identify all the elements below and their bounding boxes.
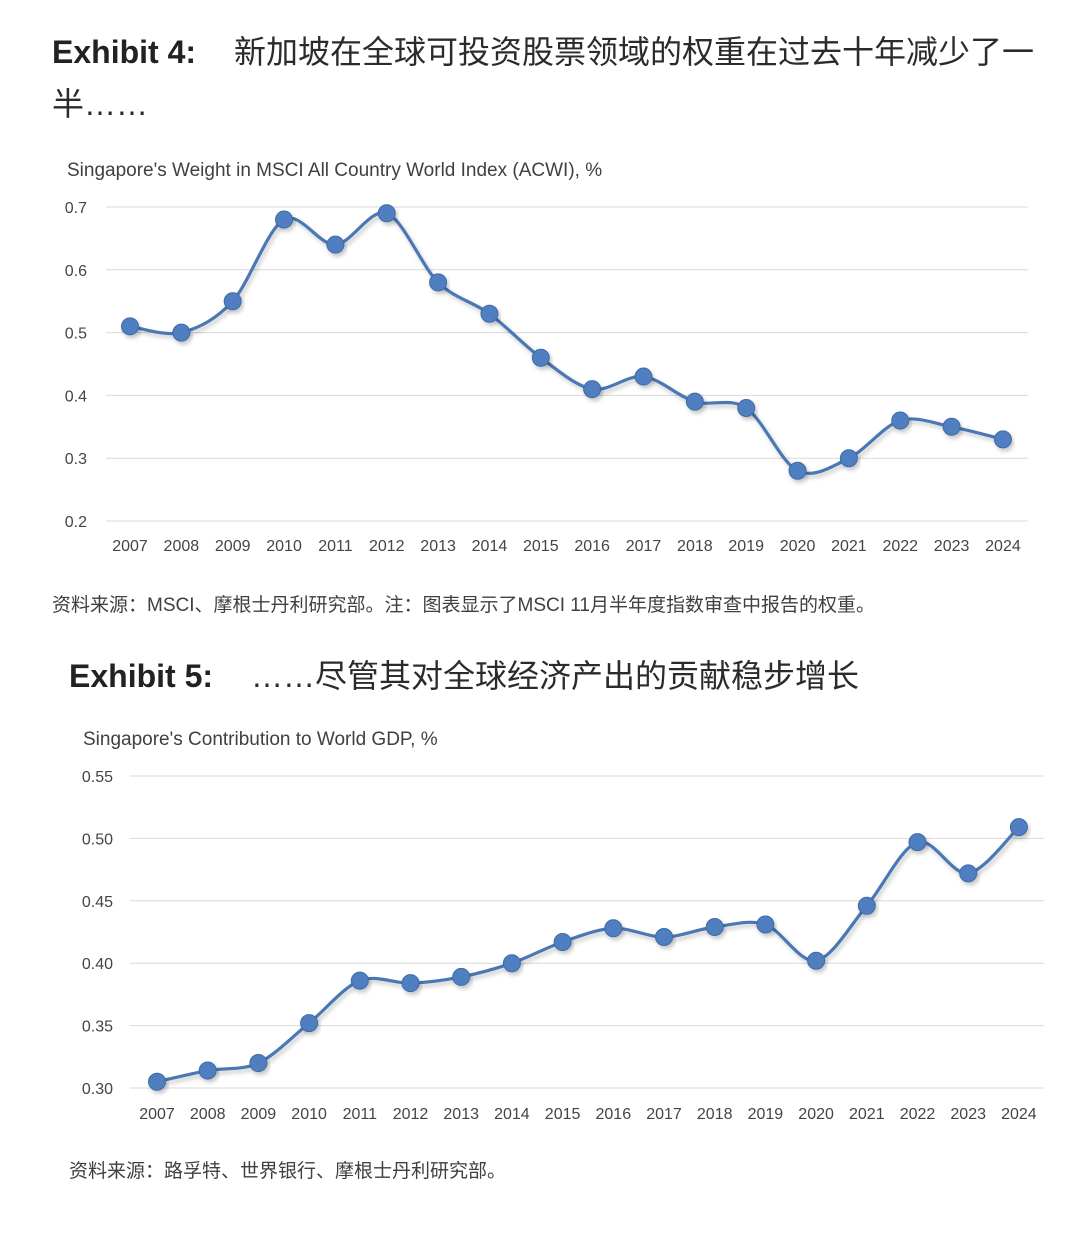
data-point-2023 <box>942 417 961 436</box>
x-tick-label: 2016 <box>596 1106 632 1123</box>
y-tick-label: 0.40 <box>82 956 113 973</box>
x-tick-label: 2012 <box>393 1106 429 1123</box>
x-tick-label: 2020 <box>780 538 816 555</box>
y-tick-label: 0.55 <box>82 769 113 786</box>
x-tick-label: 2023 <box>950 1106 986 1123</box>
data-point-2014 <box>502 954 521 973</box>
x-tick-label: 2014 <box>472 538 508 555</box>
x-tick-label: 2013 <box>443 1106 479 1123</box>
data-point-2013 <box>429 273 448 292</box>
data-point-2015 <box>531 348 550 367</box>
x-tick-label: 2019 <box>728 538 764 555</box>
y-tick-label: 0.3 <box>65 451 87 468</box>
x-tick-label: 2023 <box>934 538 970 555</box>
y-tick-label: 0.6 <box>65 263 87 280</box>
x-tick-label: 2022 <box>900 1106 936 1123</box>
y-tick-label: 0.5 <box>65 326 87 343</box>
data-point-2024 <box>993 430 1012 449</box>
data-point-2021 <box>857 896 876 915</box>
x-tick-label: 2017 <box>626 538 662 555</box>
x-tick-label: 2021 <box>831 538 867 555</box>
data-point-2007 <box>148 1072 166 1091</box>
exhibit-4-title: 新加坡在全球可投资股票领域的权重在过去十年减少了一半…… <box>52 34 1035 122</box>
x-tick-label: 2010 <box>266 538 302 555</box>
data-point-2014 <box>480 304 499 323</box>
y-tick-label: 0.45 <box>82 894 113 911</box>
x-tick-label: 2015 <box>523 538 559 555</box>
x-tick-label: 2018 <box>697 1106 733 1123</box>
data-point-2010 <box>300 1014 319 1033</box>
x-tick-label: 2024 <box>1001 1106 1037 1123</box>
y-tick-label: 0.50 <box>82 831 113 848</box>
data-point-2021 <box>839 449 858 468</box>
exhibit-4-heading: Exhibit 4: 新加坡在全球可投资股票领域的权重在过去十年减少了一半…… <box>52 26 1052 130</box>
x-tick-label: 2009 <box>215 538 251 555</box>
x-tick-label: 2007 <box>139 1106 175 1123</box>
exhibit-5-label: Exhibit 5: <box>69 658 214 694</box>
exhibit-5-heading: Exhibit 5: ……尽管其对全球经济产出的贡献稳步增长 <box>69 650 859 702</box>
data-point-2009 <box>223 292 242 311</box>
x-tick-label: 2012 <box>369 538 405 555</box>
data-point-2013 <box>452 967 471 986</box>
data-point-2019 <box>737 398 756 417</box>
data-point-2017 <box>655 927 673 946</box>
chart-2-contribution-to-world-gdp: 0.30 0.35 0.40 0.45 0.50 0.55 2007 2008 2009 2010… <box>82 769 1044 1123</box>
data-point-2022 <box>908 833 927 852</box>
chart-1-subtitle: Singapore's Weight in MSCI All Country W… <box>67 160 603 181</box>
x-tick-label: 2017 <box>646 1106 682 1123</box>
data-point-2008 <box>198 1061 217 1080</box>
x-tick-label: 2013 <box>420 538 456 555</box>
x-tick-label: 2014 <box>494 1106 530 1123</box>
data-point-2018 <box>705 918 724 937</box>
data-point-2011 <box>350 971 369 990</box>
data-point-2023 <box>959 864 978 883</box>
x-tick-label: 2018 <box>677 538 713 555</box>
x-tick-label: 2010 <box>291 1106 327 1123</box>
y-tick-label: 0.30 <box>82 1081 113 1098</box>
x-tick-label: 2008 <box>164 538 200 555</box>
chart-2-source-note: 资料来源：路孚特、世界银行、摩根士丹利研究部。 <box>69 1161 507 1182</box>
exhibit-5-title: ……尽管其对全球经济产出的贡献稳步增长 <box>251 658 860 694</box>
exhibit-4-label: Exhibit 4: <box>52 34 197 70</box>
data-point-2010 <box>275 210 294 229</box>
data-point-2016 <box>583 380 602 399</box>
x-tick-label: 2011 <box>318 538 353 555</box>
data-point-2012 <box>377 204 396 223</box>
data-point-2020 <box>788 461 807 480</box>
data-point-2017 <box>634 367 653 386</box>
data-point-2015 <box>553 932 572 951</box>
x-tick-label: 2021 <box>849 1106 885 1123</box>
data-point-2011 <box>326 235 345 254</box>
y-tick-label: 0.2 <box>65 514 87 531</box>
x-tick-label: 2011 <box>343 1106 378 1123</box>
data-point-2007 <box>121 317 139 336</box>
data-point-2018 <box>685 392 704 411</box>
data-point-2016 <box>604 919 623 938</box>
data-point-2022 <box>891 411 910 430</box>
data-point-2009 <box>249 1054 268 1073</box>
series-line <box>156 825 1021 1084</box>
data-point-2024 <box>1009 818 1028 837</box>
y-tick-label: 0.4 <box>65 388 87 405</box>
y-tick-label: 0.7 <box>65 200 87 217</box>
x-tick-label: 2009 <box>241 1106 277 1123</box>
exhibit-4: Exhibit 4: 新加坡在全球可投资股票领域的权重在过去十年减少了一半…… S… <box>52 26 1052 616</box>
x-tick-label: 2008 <box>190 1106 226 1123</box>
x-tick-label: 2015 <box>545 1106 581 1123</box>
x-tick-label: 2020 <box>798 1106 834 1123</box>
data-point-2019 <box>756 915 775 934</box>
chart-1-weight-in-msci-acwi: 0.2 0.3 0.4 0.5 0.6 0.7 2007 2008 2009 2010 2011 20… <box>65 200 1028 555</box>
chart-2-subtitle: Singapore's Contribution to World GDP, % <box>83 729 438 750</box>
x-tick-label: 2019 <box>748 1106 784 1123</box>
data-point-2012 <box>401 974 420 993</box>
chart-1-source-note: 资料来源：MSCI、摩根士丹利研究部。注：图表显示了MSCI 11月半年度指数审… <box>52 595 876 616</box>
y-tick-label: 0.35 <box>82 1019 113 1036</box>
data-point-2008 <box>172 323 191 342</box>
x-tick-label: 2024 <box>985 538 1021 555</box>
x-tick-label: 2022 <box>882 538 918 555</box>
data-point-2020 <box>807 951 826 970</box>
x-tick-label: 2007 <box>112 538 148 555</box>
x-tick-label: 2016 <box>574 538 610 555</box>
